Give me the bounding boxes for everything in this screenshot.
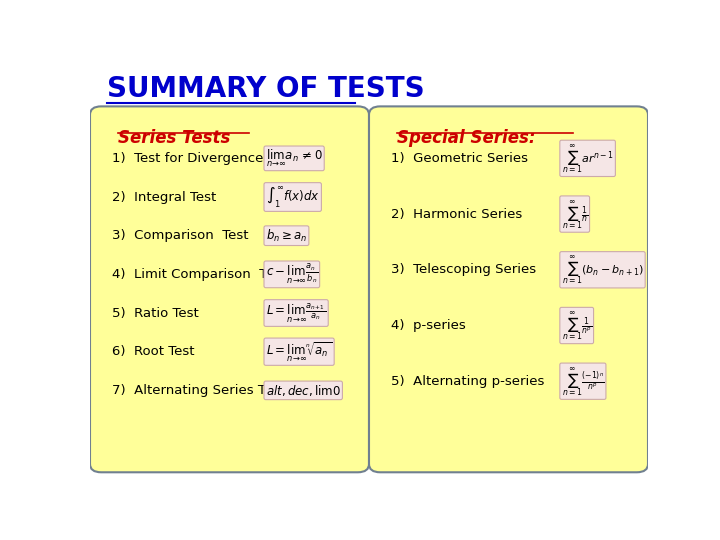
Text: 3)  Comparison  Test: 3) Comparison Test xyxy=(112,229,249,242)
Text: $\sum_{n=1}^{\infty} \frac{1}{n^p}$: $\sum_{n=1}^{\infty} \frac{1}{n^p}$ xyxy=(562,309,592,342)
Text: 6)  Root Test: 6) Root Test xyxy=(112,345,195,358)
Text: SUMMARY OF TESTS: SUMMARY OF TESTS xyxy=(107,75,424,103)
Text: $L = \lim_{n \to \infty} \sqrt[n]{a_n}$: $L = \lim_{n \to \infty} \sqrt[n]{a_n}$ xyxy=(266,340,333,363)
Text: $\sum_{n=1}^{\infty} \frac{1}{n}$: $\sum_{n=1}^{\infty} \frac{1}{n}$ xyxy=(562,198,588,231)
Text: $\lim_{n \to \infty} a_n \neq 0$: $\lim_{n \to \infty} a_n \neq 0$ xyxy=(266,148,323,169)
Text: $L = \lim_{n \to \infty} \frac{a_{n+1}}{a_n}$: $L = \lim_{n \to \infty} \frac{a_{n+1}}{… xyxy=(266,301,326,325)
Text: $\sum_{n=1}^{\infty} (b_n - b_{n+1})$: $\sum_{n=1}^{\infty} (b_n - b_{n+1})$ xyxy=(562,253,644,286)
Text: $c - \lim_{n \to \infty} \frac{a_n}{b_n}$: $c - \lim_{n \to \infty} \frac{a_n}{b_n}… xyxy=(266,263,318,286)
Text: Series Tests: Series Tests xyxy=(118,129,230,147)
Text: $\sum_{n=1}^{\infty} ar^{n-1}$: $\sum_{n=1}^{\infty} ar^{n-1}$ xyxy=(562,142,613,175)
FancyBboxPatch shape xyxy=(90,106,369,472)
Text: $b_n \geq a_n$: $b_n \geq a_n$ xyxy=(266,228,307,244)
Text: $\sum_{n=1}^{\infty} \frac{(-1)^n}{n^p}$: $\sum_{n=1}^{\infty} \frac{(-1)^n}{n^p}$ xyxy=(562,364,604,397)
Text: 4)  Limit Comparison  Test: 4) Limit Comparison Test xyxy=(112,268,286,281)
Text: 5)  Ratio Test: 5) Ratio Test xyxy=(112,307,199,320)
Text: 2)  Integral Test: 2) Integral Test xyxy=(112,191,217,204)
Text: 3)  Telescoping Series: 3) Telescoping Series xyxy=(392,264,536,276)
Text: $\int_1^{\infty} f(x)dx$: $\int_1^{\infty} f(x)dx$ xyxy=(266,185,320,210)
Text: 2)  Harmonic Series: 2) Harmonic Series xyxy=(392,207,523,220)
Text: Special Series:: Special Series: xyxy=(397,129,536,147)
Text: 1)  Geometric Series: 1) Geometric Series xyxy=(392,152,528,165)
Text: 1)  Test for Divergence: 1) Test for Divergence xyxy=(112,152,264,165)
Text: $alt, dec, \lim 0$: $alt, dec, \lim 0$ xyxy=(266,383,341,398)
FancyBboxPatch shape xyxy=(369,106,648,472)
Text: 5)  Alternating p-series: 5) Alternating p-series xyxy=(392,375,545,388)
Text: 4)  p-series: 4) p-series xyxy=(392,319,466,332)
Text: 7)  Alternating Series Test: 7) Alternating Series Test xyxy=(112,384,284,397)
